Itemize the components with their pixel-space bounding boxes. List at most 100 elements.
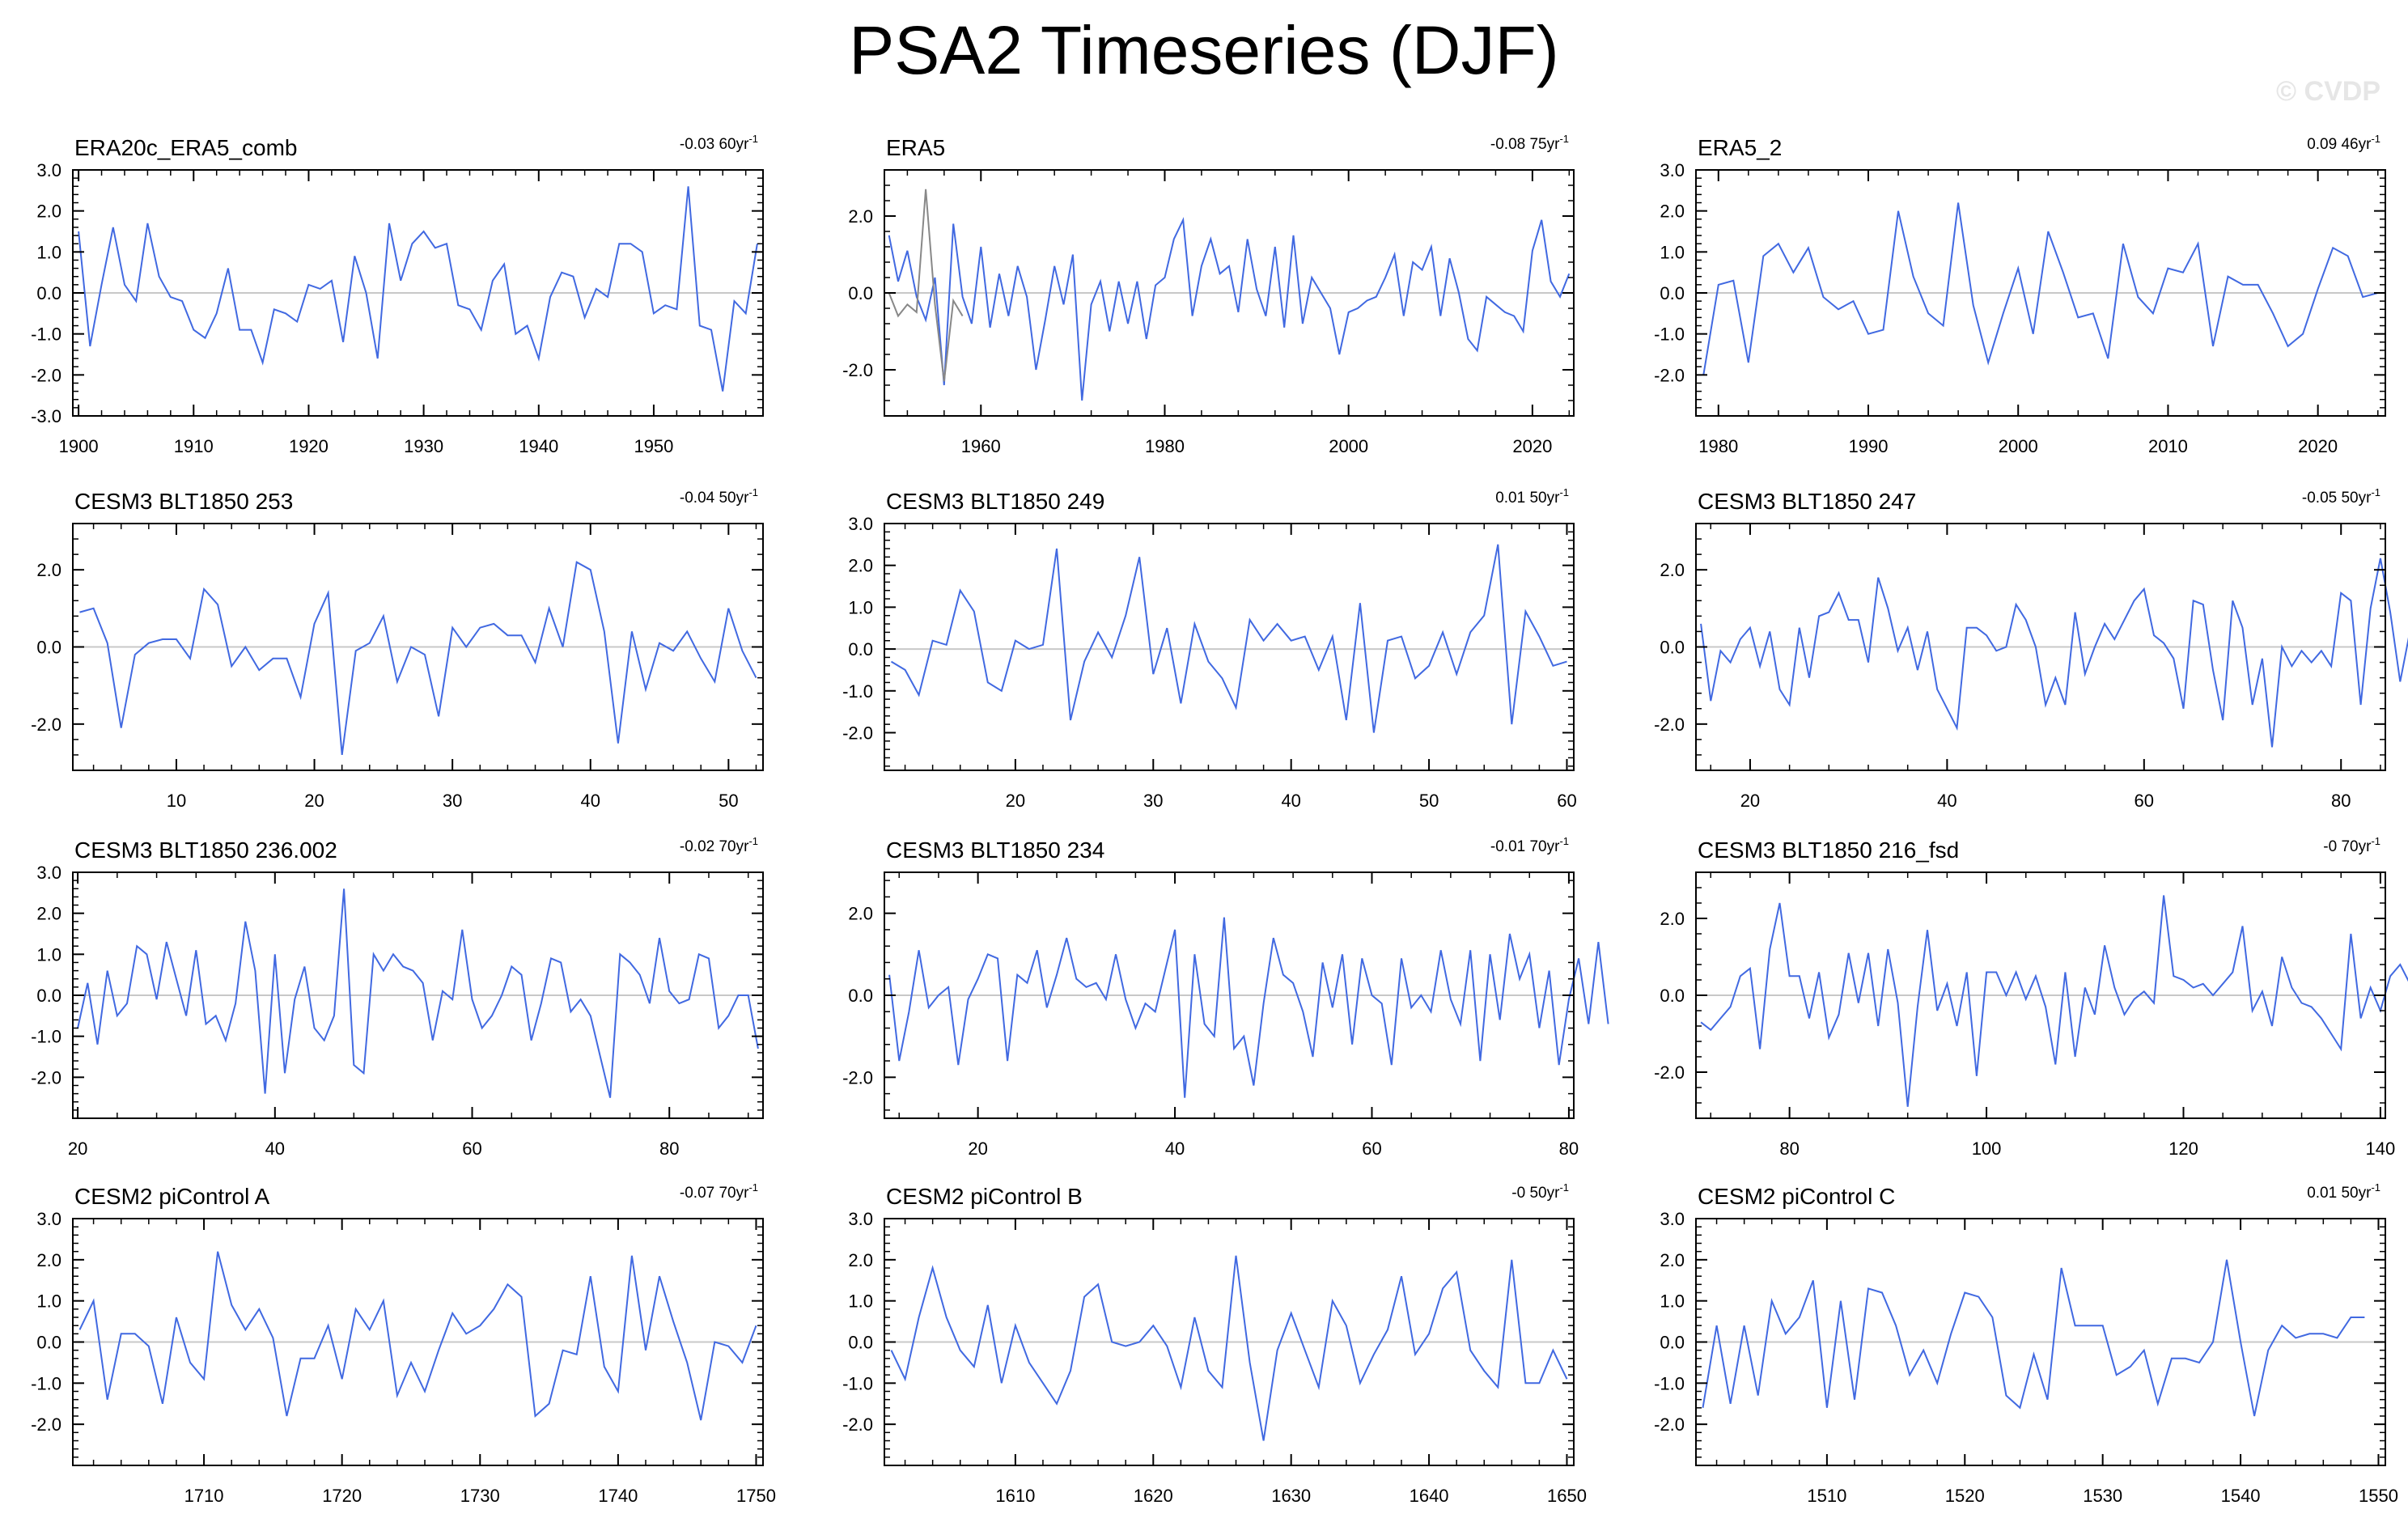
panel-title: CESM3 BLT1850 216_fsd — [1698, 837, 1959, 863]
y-tick-label: -1.0 — [842, 681, 873, 702]
y-tick-label: -1.0 — [1654, 324, 1685, 345]
y-tick-label: 2.0 — [1660, 201, 1685, 222]
x-tick-label: 1650 — [1547, 1486, 1587, 1506]
trend-label: -0.02 70yr-1 — [680, 835, 758, 855]
y-tick-label: 2.0 — [848, 556, 873, 576]
chart-panel: CESM3 BLT1850 216_fsd -0 70yr-1 -2.0 0.0 2.0… — [1654, 835, 2408, 1159]
panel-title: CESM3 BLT1850 234 — [886, 837, 1104, 863]
y-tick-label: -1.0 — [842, 1373, 873, 1393]
trend-label: -0.05 50yr-1 — [2302, 486, 2380, 507]
series-line — [78, 186, 758, 392]
x-tick-label: 1900 — [59, 436, 99, 456]
y-tick-label: 0.0 — [36, 986, 61, 1006]
y-tick-label: -2.0 — [31, 1067, 61, 1088]
y-tick-label: 0.0 — [1660, 1333, 1685, 1353]
x-tick-label: 1630 — [1271, 1486, 1311, 1506]
x-tick-label: 1740 — [598, 1486, 638, 1506]
trend-label: -0.08 75yr-1 — [1490, 133, 1569, 153]
x-tick-label: 20 — [304, 791, 324, 811]
chart-panel: CESM2 piControl A -0.07 70yr-1 -2.0 -1.0 0.0… — [31, 1181, 776, 1506]
x-tick-label: 1510 — [1807, 1486, 1846, 1506]
y-tick-label: -2.0 — [1654, 1414, 1685, 1435]
y-tick-label: 0.0 — [848, 1333, 873, 1353]
series-line — [1702, 1259, 2365, 1417]
y-tick-label: 0.0 — [848, 986, 873, 1006]
panel-title: ERA5 — [886, 135, 945, 160]
x-tick-label: 40 — [1165, 1139, 1185, 1159]
y-tick-label: -1.0 — [1654, 1373, 1685, 1393]
series-line — [1700, 558, 2408, 748]
panel-title: CESM3 BLT1850 236.002 — [74, 837, 337, 863]
chart-panel: CESM3 BLT1850 249 0.01 50yr-1 -2.0 -1.0 0.0 1… — [842, 486, 1577, 811]
y-tick-label: 0.0 — [848, 283, 873, 303]
x-tick-label: 1940 — [519, 436, 558, 456]
x-tick-label: 30 — [1143, 791, 1163, 811]
panel-title: CESM2 piControl C — [1698, 1184, 1895, 1209]
panel-title: CESM3 BLT1850 253 — [74, 489, 293, 514]
x-tick-label: 60 — [2135, 791, 2154, 811]
y-tick-label: 2.0 — [36, 1250, 61, 1270]
x-tick-label: 20 — [1740, 791, 1760, 811]
page-title: PSA2 Timeseries (DJF) — [849, 12, 1559, 88]
y-tick-label: -1.0 — [31, 1027, 61, 1047]
watermark: © CVDP — [2276, 76, 2380, 107]
x-tick-label: 120 — [2168, 1139, 2198, 1159]
y-tick-label: -2.0 — [1654, 1062, 1685, 1083]
chart-panel: ERA5 -0.08 75yr-1 -2.0 0.0 2.0 1960 1980 2000 20… — [842, 133, 1575, 456]
x-tick-label: 1540 — [2221, 1486, 2261, 1506]
y-tick-label: 1.0 — [848, 597, 873, 617]
y-tick-label: 3.0 — [36, 1209, 61, 1229]
x-tick-label: 1960 — [961, 436, 1001, 456]
x-tick-label: 20 — [968, 1139, 987, 1159]
x-tick-label: 40 — [581, 791, 600, 811]
trend-label: 0.01 50yr-1 — [1495, 486, 1569, 507]
x-tick-label: 40 — [1281, 791, 1300, 811]
y-tick-label: -2.0 — [31, 365, 61, 385]
x-tick-label: 60 — [1557, 791, 1576, 811]
y-tick-label: 3.0 — [36, 863, 61, 883]
x-tick-label: 1750 — [736, 1486, 776, 1506]
panel-title: CESM3 BLT1850 249 — [886, 489, 1104, 514]
x-tick-label: 1530 — [2083, 1486, 2122, 1506]
y-tick-label: 1.0 — [1660, 1291, 1685, 1312]
y-tick-label: -1.0 — [31, 324, 61, 345]
series-line — [1702, 202, 2378, 375]
y-tick-label: 3.0 — [1660, 1209, 1685, 1229]
x-tick-label: 2000 — [1999, 436, 2038, 456]
y-tick-label: 0.0 — [848, 639, 873, 659]
y-tick-label: 0.0 — [1660, 638, 1685, 658]
panel-title: ERA5_2 — [1698, 135, 1782, 160]
x-tick-label: 80 — [1559, 1139, 1579, 1159]
x-tick-label: 1950 — [634, 436, 673, 456]
x-tick-label: 140 — [2366, 1139, 2396, 1159]
x-tick-label: 20 — [68, 1139, 87, 1159]
x-tick-label: 1990 — [1849, 436, 1889, 456]
trend-label: 0.09 46yr-1 — [2307, 133, 2380, 153]
trend-label: -0 70yr-1 — [2323, 835, 2380, 855]
y-tick-label: 2.0 — [848, 1250, 873, 1270]
y-tick-label: 1.0 — [36, 1291, 61, 1312]
x-tick-label: 2010 — [2148, 436, 2188, 456]
y-tick-label: 3.0 — [36, 160, 61, 180]
x-tick-label: 50 — [1419, 791, 1439, 811]
trend-label: -0.04 50yr-1 — [680, 486, 758, 507]
y-tick-label: -2.0 — [842, 1067, 873, 1088]
y-tick-label: 1.0 — [36, 242, 61, 262]
plot-frame — [884, 523, 1575, 771]
y-tick-label: 0.0 — [1660, 283, 1685, 303]
y-tick-label: -2.0 — [31, 714, 61, 735]
x-tick-label: 1980 — [1698, 436, 1738, 456]
x-tick-label: 1520 — [1945, 1486, 1985, 1506]
panel-title: CESM2 piControl A — [74, 1184, 270, 1209]
trend-label: -0.03 60yr-1 — [680, 133, 758, 153]
series-line — [1700, 895, 2408, 1107]
trend-label: 0.01 50yr-1 — [2307, 1181, 2380, 1202]
y-tick-label: 2.0 — [36, 560, 61, 580]
y-tick-label: 2.0 — [36, 201, 61, 222]
y-tick-label: 0.0 — [36, 283, 61, 303]
x-tick-label: 30 — [443, 791, 462, 811]
trend-label: -0.07 70yr-1 — [680, 1181, 758, 1202]
series-line — [888, 917, 1609, 1098]
series-line — [77, 888, 759, 1098]
